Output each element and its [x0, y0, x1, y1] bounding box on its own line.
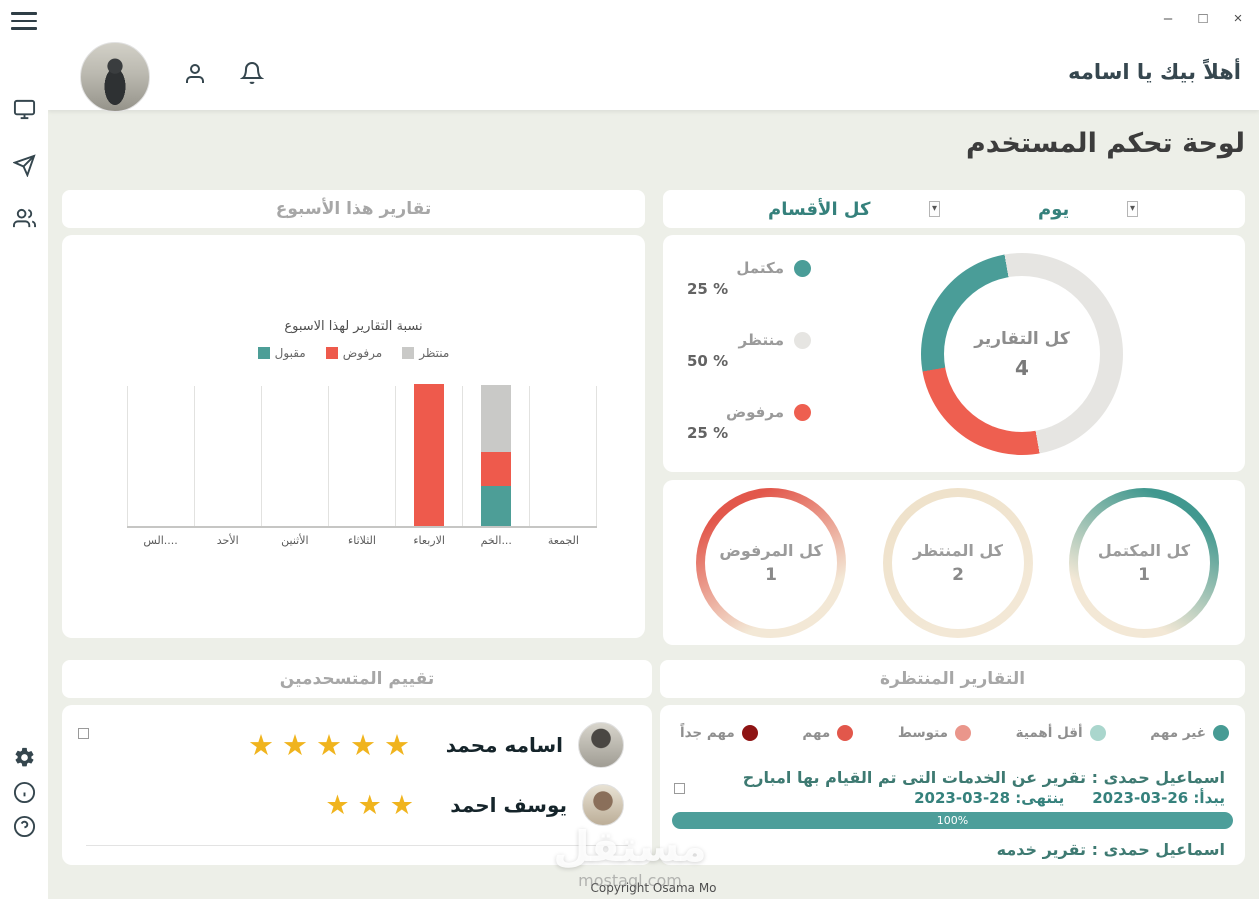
- placeholder-box: [674, 783, 685, 794]
- donut-value: 4: [1015, 355, 1029, 380]
- priority-legend-item: متوسط: [898, 725, 971, 741]
- send-icon[interactable]: [11, 154, 37, 180]
- info-icon[interactable]: [11, 781, 37, 807]
- bar-labels: الس.... الأحد الأثنين الثلاثاء الاربعاء الخم.…: [127, 528, 597, 547]
- main-content: لوحة تحكم المستخدم تقارير هذا الأسبوع نس…: [48, 110, 1259, 899]
- totals-card: كل المرفوض 1 كل المنتظر 2 كل المكتمل 1: [663, 480, 1245, 645]
- bar-column: [395, 384, 462, 526]
- total-ring: كل المنتظر 2: [883, 488, 1033, 638]
- chart-legend-item: مرفوض: [325, 346, 382, 360]
- x-axis-label: الس....: [143, 534, 178, 547]
- department-select-value: كل الأقسام: [768, 198, 871, 220]
- divider: [86, 845, 628, 846]
- donut-center: كل التقارير 4: [944, 276, 1100, 432]
- bell-icon[interactable]: [239, 61, 265, 88]
- bar-column: [194, 386, 261, 526]
- chart-title: نسبة التقارير لهذا الاسبوع: [284, 319, 423, 334]
- close-button[interactable]: ×: [1229, 10, 1247, 28]
- settings-gear-icon[interactable]: [11, 746, 37, 772]
- bar-column: [462, 385, 529, 526]
- pending-reports-card: مهم جداً مهم متوسط أقل أهمية غير مهم اسماعيل…: [660, 705, 1245, 865]
- user-avatar[interactable]: [80, 42, 150, 112]
- period-select[interactable]: يوم ▾: [1038, 190, 1138, 228]
- chart-legend-item: مقبول: [257, 346, 306, 360]
- x-axis-label: الأثنين: [281, 534, 309, 547]
- donut-legend-item: مرفوض 25 %: [687, 403, 811, 442]
- report-dates: يبدأ: 26-03-2023 ينتهى: 28-03-2023: [914, 789, 1225, 807]
- donut-title: كل التقارير: [974, 328, 1070, 349]
- maximize-button[interactable]: □: [1194, 10, 1212, 28]
- ratings-list: اسامه محمد ★★★★★ يوسف احمد ★★★: [62, 715, 652, 835]
- priority-legend-item: أقل أهمية: [1016, 725, 1106, 741]
- filter-bar: كل الأقسام ▾ يوم ▾: [663, 190, 1245, 228]
- bar-column: [328, 386, 395, 526]
- pending-report-row[interactable]: اسماعيل حمدى : تقرير عن الخدمات التى تم …: [672, 767, 1233, 829]
- chart-legend-item: منتظر: [402, 346, 449, 360]
- greeting-text: أهلاً بيك يا اسامه: [1068, 60, 1241, 84]
- rating-row: اسامه محمد ★★★★★: [62, 715, 652, 775]
- department-select[interactable]: كل الأقسام ▾: [768, 190, 940, 228]
- weekly-chart-card: نسبة التقارير لهذا الاسبوع مقبول مرفوض منت…: [62, 235, 645, 638]
- sidebar: [0, 0, 48, 899]
- chevron-down-icon: ▾: [928, 201, 940, 217]
- page-title: لوحة تحكم المستخدم: [965, 128, 1245, 159]
- x-axis-label: الخم...: [480, 534, 512, 547]
- user-name: اسامه محمد: [445, 733, 563, 757]
- x-axis-label: الاربعاء: [413, 534, 445, 547]
- placeholder-box: [78, 728, 89, 739]
- users-icon[interactable]: [11, 207, 37, 233]
- donut-legend-item: مكتمل 25 %: [687, 259, 811, 298]
- priority-legend-item: مهم جداً: [680, 725, 758, 741]
- pending-report-row[interactable]: اسماعيل حمدى : تقرير خدمه: [672, 839, 1233, 860]
- user-name: يوسف احمد: [450, 793, 567, 817]
- rating-row: يوسف احمد ★★★: [62, 775, 652, 835]
- chart-legend: مقبول مرفوض منتظر: [62, 346, 645, 360]
- star-rating: ★★★★★: [248, 727, 418, 762]
- chevron-down-icon: ▾: [1126, 201, 1138, 217]
- priority-legend: مهم جداً مهم متوسط أقل أهمية غير مهم: [680, 725, 1229, 741]
- period-select-value: يوم: [1038, 198, 1070, 220]
- profile-icon[interactable]: [183, 62, 207, 89]
- star-rating: ★★★: [325, 789, 422, 821]
- x-axis-label: الأحد: [216, 534, 239, 547]
- window-controls: – □ ×: [1159, 10, 1247, 28]
- priority-legend-item: مهم: [802, 725, 854, 741]
- bar-plot: [127, 384, 597, 528]
- x-axis-label: الثلاثاء: [348, 534, 376, 547]
- donut-legend: مكتمل 25 % منتظر 50 % مرفوض 25 %: [687, 259, 811, 442]
- bar-column: [529, 386, 597, 526]
- x-axis-label: الجمعة: [547, 534, 579, 547]
- avatar: [582, 784, 624, 826]
- bar-column: [127, 386, 194, 526]
- copyright-text: Copyright Osama Mo: [590, 881, 717, 895]
- topbar: أهلاً بيك يا اسامه – □ ×: [48, 0, 1259, 112]
- bar-column: [261, 386, 328, 526]
- ratings-card: اسامه محمد ★★★★★ يوسف احمد ★★★: [62, 705, 652, 865]
- total-ring: كل المكتمل 1: [1069, 488, 1219, 638]
- menu-icon[interactable]: [11, 12, 37, 32]
- pending-reports-list: اسماعيل حمدى : تقرير عن الخدمات التى تم …: [672, 767, 1233, 860]
- screen-icon[interactable]: [11, 98, 37, 124]
- pending-reports-header: التقارير المنتظرة: [660, 660, 1245, 698]
- report-title: اسماعيل حمدى : تقرير عن الخدمات التى تم …: [742, 768, 1225, 787]
- avatar: [578, 722, 624, 768]
- progress-bar: 100%: [672, 812, 1233, 829]
- donut-legend-item: منتظر 50 %: [687, 331, 811, 370]
- priority-legend-item: غير مهم: [1150, 725, 1229, 741]
- help-icon[interactable]: [11, 815, 37, 841]
- donut-chart: كل التقارير 4: [921, 253, 1123, 455]
- ratings-header: تقييم المتسحدمين: [62, 660, 652, 698]
- minimize-button[interactable]: –: [1159, 10, 1177, 28]
- total-ring: كل المرفوض 1: [696, 488, 846, 638]
- report-title: اسماعيل حمدى : تقرير خدمه: [996, 840, 1225, 859]
- all-reports-card: مكتمل 25 % منتظر 50 % مرفوض 25 % كل التقارير …: [663, 235, 1245, 472]
- weekly-reports-header: تقارير هذا الأسبوع: [62, 190, 645, 228]
